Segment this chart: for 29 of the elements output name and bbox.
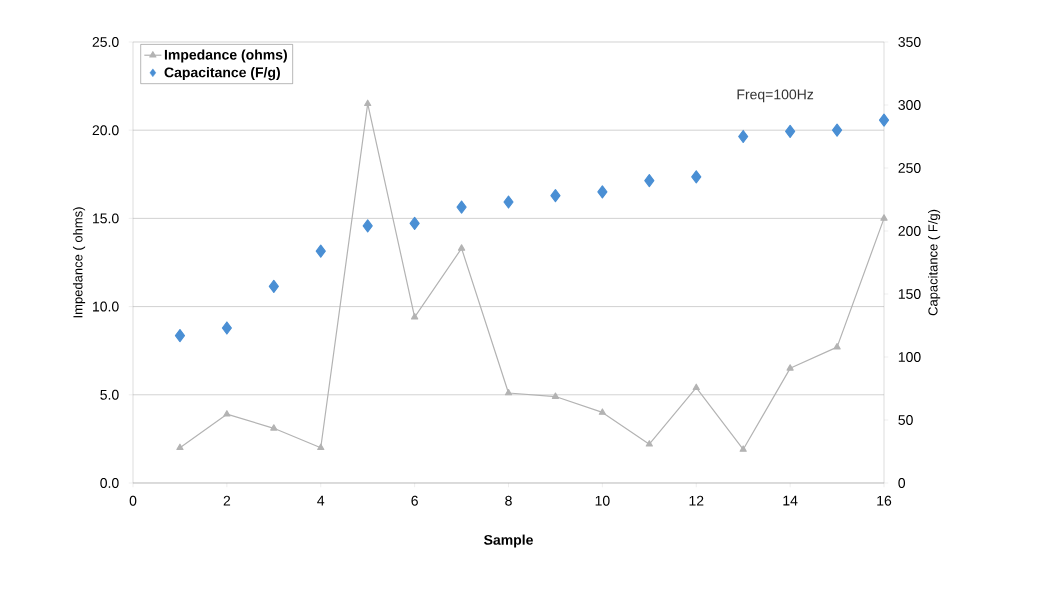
y2-tick-label: 50 xyxy=(898,415,913,425)
x-tick-label: 6 xyxy=(411,495,418,506)
legend-label: Capacitance (F/g) xyxy=(164,67,280,81)
y-tick-label: 20.0 xyxy=(92,125,119,136)
y2-tick-label: 0 xyxy=(898,478,906,488)
y-tick-label: 10.0 xyxy=(93,301,119,312)
x-tick-label: 10 xyxy=(595,495,610,506)
annotation: Freq=100Hz xyxy=(737,89,814,103)
y-tick-label: 5.0 xyxy=(100,389,119,400)
y2-axis-title: Capacitance ( F/g) xyxy=(928,209,941,316)
y-tick-label: 15.0 xyxy=(93,213,119,224)
x-axis-title: Sample xyxy=(484,534,533,548)
y2-tick-label: 350 xyxy=(898,37,921,47)
y2-tick-label: 100 xyxy=(898,352,921,362)
y-tick-label: 0.0 xyxy=(100,478,119,488)
legend-label: Impedance (ohms) xyxy=(164,49,287,63)
x-tick-label: 8 xyxy=(505,495,512,506)
x-tick-label: 0 xyxy=(129,495,137,506)
y2-tick-label: 300 xyxy=(898,100,921,110)
y2-tick-label: 250 xyxy=(898,163,921,173)
x-tick-label: 12 xyxy=(689,495,704,506)
x-tick-label: 16 xyxy=(877,495,892,506)
y2-tick-label: 200 xyxy=(898,226,921,236)
x-tick-label: 14 xyxy=(783,495,798,506)
y-tick-label: 25.0 xyxy=(92,37,119,47)
x-tick-label: 2 xyxy=(223,495,231,506)
y2-tick-label: 150 xyxy=(898,289,921,299)
x-tick-label: 4 xyxy=(317,495,325,506)
y-axis-title: Impedance ( ohms) xyxy=(72,207,86,318)
